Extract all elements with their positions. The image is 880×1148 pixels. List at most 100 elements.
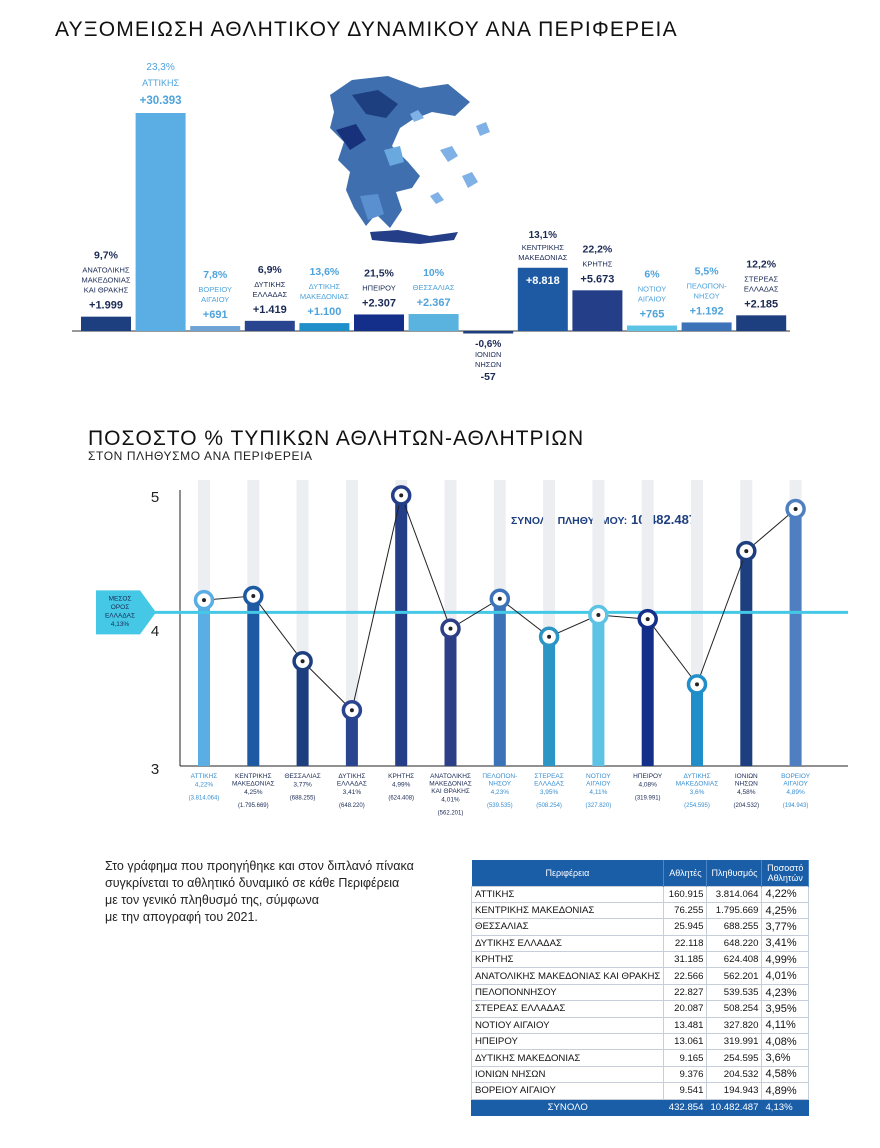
table-row: ΔΥΤΙΚΗΣ ΜΑΚΕΔΟΝΙΑΣ 9.165 254.595 3,6% bbox=[470, 1049, 809, 1067]
x-population-label: (624.408) bbox=[388, 796, 414, 802]
table-cell-percent: 4,23% bbox=[761, 983, 809, 1002]
bar-region-label: ΒΟΡΕΙΟΥ bbox=[198, 285, 232, 294]
x-percent-label: 4,01% bbox=[441, 797, 460, 804]
bar bbox=[81, 316, 131, 331]
x-region-label: ΕΛΛΑΔΑΣ bbox=[337, 781, 367, 788]
value-bar bbox=[444, 628, 457, 766]
bar bbox=[135, 113, 186, 331]
mean-tag-label: 4,13% bbox=[111, 621, 130, 628]
bar-region-label: ΝΗΣΩΝ bbox=[475, 360, 502, 369]
bar-percent-label: 10% bbox=[423, 267, 445, 279]
value-bar bbox=[543, 636, 556, 766]
value-bar bbox=[345, 710, 358, 766]
x-region-label: ΜΑΚΕΔΟΝΙΑΣ bbox=[676, 781, 719, 788]
x-population-label: (3.814.064) bbox=[189, 796, 220, 802]
table-row: ΑΤΤΙΚΗΣ 160.915 3.814.064 4,22% bbox=[470, 885, 809, 903]
table-cell-athletes: 432.854 bbox=[663, 1098, 708, 1116]
table-cell-region: ΔΥΤΙΚΗΣ ΜΑΚΕΔΟΝΙΑΣ bbox=[470, 1049, 665, 1067]
table-cell-population: 204.532 bbox=[706, 1065, 763, 1084]
table-cell-percent: 4,01% bbox=[761, 967, 809, 985]
bar-percent-label: 21,5% bbox=[364, 267, 394, 279]
table-cell-population: 624.408 bbox=[706, 951, 763, 969]
table-row: ΙΟΝΙΩΝ ΝΗΣΩΝ 9.376 204.532 4,58% bbox=[470, 1065, 809, 1084]
x-percent-label: 4,08% bbox=[638, 782, 657, 789]
table-cell-region: ΔΥΤΙΚΗΣ ΕΛΛΑΔΑΣ bbox=[470, 934, 665, 953]
table-cell-percent: 4,22% bbox=[761, 885, 809, 903]
bar-region-label: ΔΥΤΙΚΗΣ bbox=[309, 282, 341, 291]
description: Στο γράφημα που προηγήθηκε και στον διπλ… bbox=[105, 858, 450, 926]
value-bar bbox=[789, 508, 802, 766]
x-region-label: ΕΛΛΑΔΑΣ bbox=[534, 781, 564, 788]
x-population-label: (1.795.669) bbox=[238, 803, 269, 809]
table-cell-population: 1.795.669 bbox=[706, 901, 763, 920]
table-cell-percent: 4,89% bbox=[761, 1082, 809, 1100]
x-percent-label: 4,25% bbox=[244, 789, 263, 796]
table-cell-population: 508.254 bbox=[706, 1000, 763, 1018]
x-population-label: (254.595) bbox=[684, 803, 710, 809]
data-point-center bbox=[744, 549, 749, 554]
x-region-label: ΝΗΣΩΝ bbox=[735, 781, 758, 788]
bar-change-label: +8.818 bbox=[526, 275, 560, 287]
bar-change-label: +765 bbox=[640, 309, 665, 321]
greece-map-icon bbox=[330, 76, 490, 244]
x-percent-label: 3,41% bbox=[343, 789, 362, 796]
table-cell-population: 319.991 bbox=[706, 1033, 763, 1051]
bar-region-label: ΙΟΝΙΩΝ bbox=[475, 350, 501, 359]
y-tick-label: 5 bbox=[151, 489, 159, 506]
table-total-row: ΣΥΝΟΛΟ 432.854 10.482.487 4,13% bbox=[470, 1098, 809, 1116]
table-row: ΚΡΗΤΗΣ 31.185 624.408 4,99% bbox=[470, 951, 809, 969]
table-cell-percent: 3,6% bbox=[761, 1049, 809, 1067]
table-row: ΘΕΣΣΑΛΙΑΣ 25.945 688.255 3,77% bbox=[470, 918, 809, 936]
table-cell-percent: 3,41% bbox=[761, 934, 809, 953]
mean-tag-label: ΕΛΛΑΔΑΣ bbox=[105, 612, 135, 619]
population-value: 10.482.487 bbox=[631, 512, 696, 527]
bar-change-label: +1.999 bbox=[89, 300, 123, 312]
x-region-label: ΔΥΤΙΚΗΣ bbox=[683, 773, 710, 780]
bar-change-label: +1.419 bbox=[253, 304, 287, 316]
x-percent-label: 4,58% bbox=[737, 789, 756, 796]
y-tick-label: 4 bbox=[151, 623, 159, 640]
bar-region-label: ΕΛΛΑΔΑΣ bbox=[252, 290, 287, 299]
bar-change-label: +1.192 bbox=[690, 305, 724, 317]
data-point-center bbox=[793, 506, 798, 511]
table-cell-athletes: 22.118 bbox=[663, 934, 708, 953]
bar-region-label: ΚΡΗΤΗΣ bbox=[582, 259, 612, 268]
table-row: ΚΕΝΤΡΙΚΗΣ ΜΑΚΕΔΟΝΙΑΣ 76.255 1.795.669 4,25% bbox=[470, 901, 809, 920]
table-cell-percent: 4,08% bbox=[761, 1033, 809, 1051]
bar-region-label: ΗΠΕΙΡΟΥ bbox=[362, 283, 396, 292]
table-header-region: Περιφέρεια bbox=[471, 860, 665, 886]
table-cell-region: ΗΠΕΙΡΟΥ bbox=[470, 1033, 665, 1051]
table-cell-percent: 4,99% bbox=[761, 951, 809, 969]
value-bar bbox=[198, 600, 210, 766]
x-population-label: (327.820) bbox=[586, 803, 612, 809]
table-cell-population: 254.595 bbox=[706, 1049, 763, 1067]
table-cell-population: 194.943 bbox=[706, 1082, 763, 1100]
x-percent-label: 4,89% bbox=[786, 789, 805, 796]
bar bbox=[681, 322, 732, 331]
table-cell-region: ΣΥΝΟΛΟ bbox=[470, 1098, 665, 1116]
table-cell-percent: 4,13% bbox=[761, 1098, 809, 1116]
x-region-label: ΑΙΓΑΙΟΥ bbox=[586, 781, 611, 788]
bar-percent-label: 6,9% bbox=[258, 264, 283, 276]
table-cell-athletes: 31.185 bbox=[663, 951, 708, 969]
line-chart-title: ΠΟΣΟΣΤΟ % ΤΥΠΙΚΩΝ ΑΘΛΗΤΩΝ-ΑΘΛΗΤΡΙΩΝ bbox=[88, 427, 585, 450]
table-header-population: Πληθυσμός bbox=[706, 860, 763, 886]
x-percent-label: 3,6% bbox=[690, 789, 705, 796]
value-bar bbox=[493, 598, 506, 766]
x-percent-label: 4,11% bbox=[589, 789, 607, 796]
population-label: ΣΥΝΟΛΟ ΠΛΗΘΥΣΜΟΥ: bbox=[511, 515, 627, 527]
bar-region-label: ΕΛΛΑΔΑΣ bbox=[744, 284, 779, 293]
bar-percent-label: 13,6% bbox=[310, 266, 340, 278]
data-point-center bbox=[547, 634, 552, 639]
bar bbox=[627, 325, 677, 331]
bar-region-label: ΑΤΤΙΚΗΣ bbox=[142, 78, 179, 88]
x-percent-label: 4,22% bbox=[195, 782, 214, 789]
bar-region-label: ΜΑΚΕΔΟΝΙΑΣ bbox=[300, 292, 349, 301]
bar-change-label: +30.393 bbox=[140, 95, 182, 107]
bar-percent-label: 5,5% bbox=[695, 265, 720, 277]
table-cell-athletes: 13.481 bbox=[663, 1016, 708, 1035]
x-region-label: ΚΡΗΤΗΣ bbox=[388, 773, 414, 780]
table-cell-region: ΑΝΑΤΟΛΙΚΗΣ ΜΑΚΕΔΟΝΙΑΣ ΚΑΙ ΘΡΑΚΗΣ bbox=[470, 967, 665, 985]
